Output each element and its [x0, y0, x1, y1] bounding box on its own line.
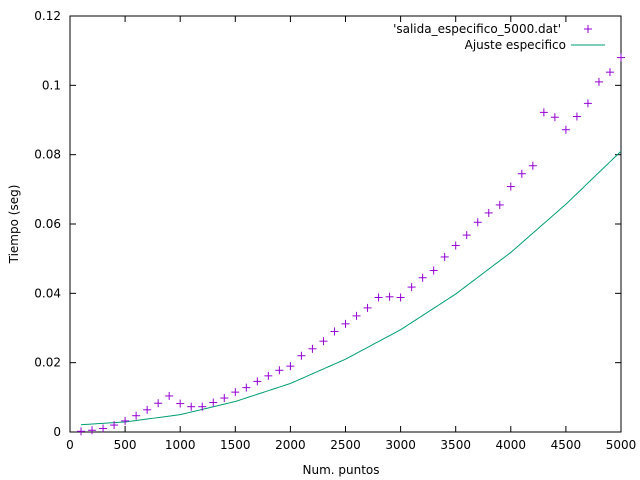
plot-frame — [69, 15, 622, 433]
data-point — [594, 77, 603, 86]
data-point — [429, 266, 438, 275]
data-point — [528, 161, 537, 170]
y-axis-label: Tiempo (seg) — [7, 185, 21, 265]
x-tick-label: 1000 — [165, 438, 196, 452]
data-point — [374, 293, 383, 302]
data-point — [617, 53, 625, 62]
data-point — [176, 399, 185, 408]
data-point — [451, 241, 460, 250]
data-point — [407, 283, 416, 292]
x-tick-label: 1500 — [220, 438, 251, 452]
fit-curve-layer — [80, 150, 622, 426]
data-point — [297, 351, 306, 360]
legend-label-data: 'salida_especifico_5000.dat' — [393, 22, 561, 36]
data-point — [572, 112, 581, 121]
x-tick-label: 3000 — [385, 438, 416, 452]
data-point — [143, 405, 152, 414]
x-axis: 0 500 1000 1500 2000 2500 3000 3500 4000 4500 5000 — [66, 16, 636, 452]
data-point — [77, 427, 86, 436]
x-axis-label: Num. puntos — [302, 463, 379, 477]
y-tick-label: 0.1 — [42, 78, 61, 92]
data-point — [110, 421, 119, 430]
data-point — [121, 416, 130, 425]
data-point — [154, 399, 163, 408]
data-point — [275, 366, 284, 375]
y-tick-label: 0.06 — [34, 217, 61, 231]
data-point — [462, 231, 471, 240]
y-tick-label: 0.08 — [34, 148, 61, 162]
y-tick-label: 0.12 — [34, 9, 61, 23]
y-tick-label: 0 — [53, 425, 61, 439]
data-point — [385, 292, 394, 301]
data-point — [418, 273, 427, 282]
y-tick-label: 0.04 — [34, 286, 61, 300]
data-point — [209, 398, 218, 407]
data-point — [220, 394, 229, 403]
data-point — [165, 391, 174, 400]
data-point — [561, 125, 570, 134]
data-point — [396, 293, 405, 302]
data-point — [550, 113, 559, 122]
data-point — [264, 371, 273, 380]
data-point — [440, 252, 449, 261]
data-point — [308, 344, 317, 353]
data-point — [330, 327, 339, 336]
data-point — [187, 402, 196, 411]
x-tick-label: 4000 — [496, 438, 527, 452]
data-point — [286, 362, 295, 371]
y-tick-label: 0.02 — [34, 356, 61, 370]
legend-label-fit: Ajuste especifico — [465, 38, 566, 52]
data-point — [319, 337, 328, 346]
data-point — [341, 319, 350, 328]
legend: 'salida_especifico_5000.dat' Ajuste espe… — [393, 22, 605, 52]
data-point — [88, 426, 97, 435]
data-point — [242, 383, 251, 392]
legend-marker-data — [584, 25, 592, 33]
data-point — [506, 182, 515, 191]
data-point — [583, 99, 592, 108]
data-points-layer — [77, 53, 625, 436]
data-point — [517, 169, 526, 178]
x-tick-label: 0 — [66, 438, 74, 452]
data-point — [99, 424, 108, 433]
data-point — [495, 200, 504, 209]
data-point — [198, 402, 207, 411]
data-point — [352, 311, 361, 320]
data-point — [605, 68, 614, 77]
x-tick-label: 500 — [114, 438, 137, 452]
x-tick-label: 5000 — [606, 438, 637, 452]
y-axis: 0 0.02 0.04 0.06 0.08 0.1 0.12 — [34, 9, 621, 439]
data-point — [363, 303, 372, 312]
x-tick-label: 3500 — [440, 438, 471, 452]
data-point — [132, 411, 141, 420]
data-point — [484, 208, 493, 217]
data-point — [539, 108, 548, 117]
fit-curve — [80, 150, 622, 426]
x-tick-label: 2000 — [275, 438, 306, 452]
data-point — [231, 388, 240, 397]
x-tick-label: 4500 — [551, 438, 582, 452]
data-point — [253, 377, 262, 386]
data-point — [473, 218, 482, 227]
x-tick-label: 2500 — [330, 438, 361, 452]
